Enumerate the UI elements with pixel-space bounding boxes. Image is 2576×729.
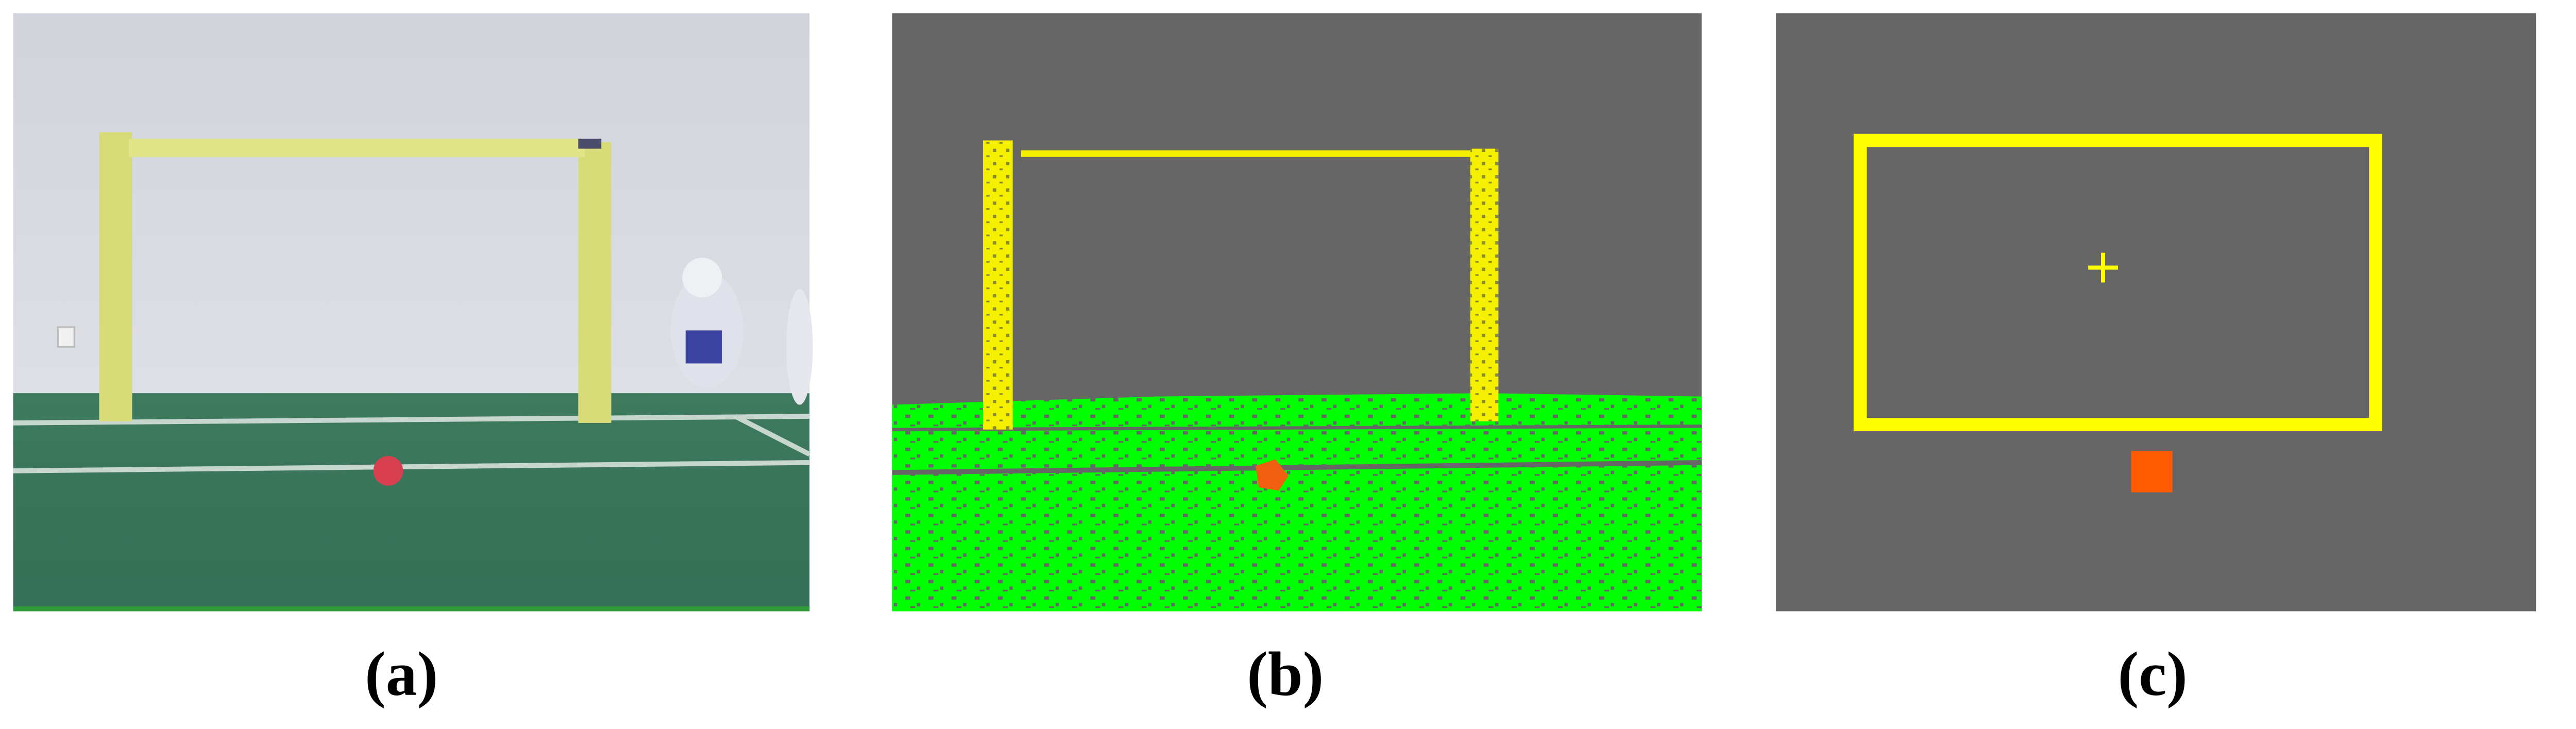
panel-label: (c) <box>2118 639 2188 709</box>
panel-b-image <box>892 13 1702 612</box>
panel-c-image <box>1776 13 2536 612</box>
panel-a-image <box>13 13 813 612</box>
panel-label: (a) <box>365 639 438 709</box>
panel-label: (b) <box>1247 639 1324 709</box>
